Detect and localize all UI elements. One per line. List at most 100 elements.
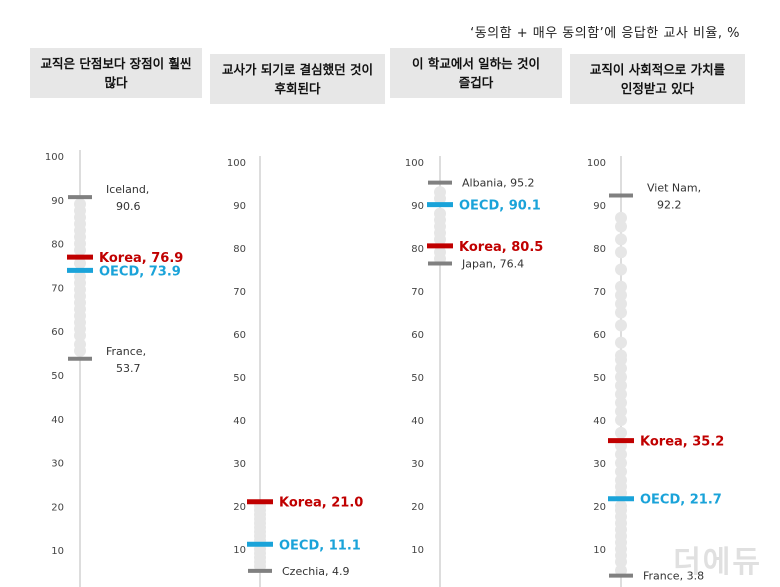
y-tick-label: 60 <box>51 327 64 338</box>
country-dot <box>615 280 627 293</box>
country-dot <box>615 500 627 512</box>
country-label: Iceland, <box>106 183 149 196</box>
y-tick-label: 20 <box>411 502 424 513</box>
y-tick-label: 70 <box>411 287 424 298</box>
panel-title: 교직이 사회적으로 가치를 인정받고 있다 <box>589 61 726 96</box>
country-dot <box>615 306 627 319</box>
y-tick-label: 40 <box>411 416 424 427</box>
y-tick-label: 100 <box>45 152 64 163</box>
y-tick-label: 30 <box>411 459 424 470</box>
panel-title: 교직은 단점보다 장점이 훨씬 많다 <box>40 55 192 90</box>
country-dot <box>615 474 627 487</box>
korea-label: Korea, 80.5 <box>459 240 543 255</box>
chart-subtitle: ‘동의함 + 매우 동의함’에 응답한 교사 비율, % <box>470 26 740 41</box>
y-tick-label: 100 <box>405 158 424 169</box>
y-tick-label: 40 <box>233 416 246 427</box>
y-tick-label: 90 <box>233 201 246 212</box>
country-dot <box>615 564 627 577</box>
oecd-label: OECD, 21.7 <box>640 493 722 508</box>
y-tick-label: 10 <box>411 545 424 556</box>
y-tick-label: 80 <box>411 244 424 255</box>
scatter-plot: 0102030405060708090100Albania, 95.2OECD,… <box>405 156 543 587</box>
scatter-plot: 0102030405060708090100Viet Nam,92.2Korea… <box>587 156 724 587</box>
y-tick-label: 40 <box>51 415 64 426</box>
country-dot <box>615 388 627 401</box>
country-dot <box>615 319 627 332</box>
country-dot <box>615 233 627 246</box>
country-dot <box>74 198 86 211</box>
y-tick-label: 50 <box>593 373 606 384</box>
country-dot <box>615 246 627 259</box>
country-value-label: 90.6 <box>116 200 141 213</box>
y-tick-label: 60 <box>411 330 424 341</box>
y-tick-label: 60 <box>593 330 606 341</box>
country-dot <box>615 289 627 302</box>
oecd-label: OECD, 90.1 <box>459 199 541 214</box>
y-tick-label: 10 <box>233 545 246 556</box>
country-value-label: 92.2 <box>657 199 682 212</box>
panel-header: 교사가 되기로 결심했던 것이 후회된다 <box>210 54 385 104</box>
y-tick-label: 30 <box>593 459 606 470</box>
country-value-label: 53.7 <box>116 362 141 375</box>
country-dot <box>74 270 86 283</box>
y-tick-label: 30 <box>233 459 246 470</box>
y-tick-label: 20 <box>233 502 246 513</box>
country-dot <box>74 257 86 270</box>
chart-panel-regret: 교사가 되기로 결심했던 것이 후회된다 0102030405060708090… <box>210 48 385 587</box>
y-tick-label: 100 <box>227 158 246 169</box>
country-dot <box>615 396 627 409</box>
country-label: France, 3.8 <box>643 570 704 583</box>
y-tick-label: 100 <box>587 158 606 169</box>
y-tick-label: 70 <box>233 287 246 298</box>
y-tick-label: 70 <box>51 283 64 294</box>
country-dot <box>434 186 446 199</box>
oecd-label: OECD, 11.1 <box>279 538 361 553</box>
y-tick-label: 20 <box>51 502 64 513</box>
country-dot <box>615 211 627 224</box>
y-tick-label: 10 <box>593 545 606 556</box>
country-label: Japan, 76.4 <box>461 257 524 270</box>
y-tick-label: 90 <box>411 201 424 212</box>
panel-title: 교사가 되기로 결심했던 것이 후회된다 <box>221 61 374 96</box>
country-dot <box>615 426 627 439</box>
korea-label: Korea, 76.9 <box>99 251 183 266</box>
y-tick-label: 90 <box>593 201 606 212</box>
country-dot <box>615 297 627 310</box>
y-tick-label: 70 <box>593 287 606 298</box>
korea-label: Korea, 21.0 <box>279 496 363 511</box>
country-dot <box>615 371 627 383</box>
korea-label: Korea, 35.2 <box>640 435 724 450</box>
country-label: Czechia, 4.9 <box>282 565 350 578</box>
panel-header: 교직은 단점보다 장점이 훨씬 많다 <box>30 48 202 98</box>
y-tick-label: 50 <box>51 371 64 382</box>
country-label: Albania, 95.2 <box>462 177 535 190</box>
chart-panel-valued-by-society: 교직이 사회적으로 가치를 인정받고 있다 010203040506070809… <box>570 48 745 587</box>
oecd-label: OECD, 73.9 <box>99 264 181 279</box>
panel-title: 이 학교에서 일하는 것이 즐겁다 <box>411 55 541 90</box>
country-dot <box>615 405 627 418</box>
country-dot <box>615 448 627 461</box>
country-dot <box>74 338 86 351</box>
y-tick-label: 80 <box>233 244 246 255</box>
country-label: France, <box>106 345 146 358</box>
country-label: Viet Nam, <box>647 182 701 195</box>
y-tick-label: 40 <box>593 416 606 427</box>
country-dot <box>615 263 627 276</box>
country-dot <box>615 414 627 426</box>
panel-header: 이 학교에서 일하는 것이 즐겁다 <box>390 48 562 98</box>
panel-header: 교직이 사회적으로 가치를 인정받고 있다 <box>570 54 745 104</box>
y-tick-label: 20 <box>593 502 606 513</box>
country-dot <box>615 465 627 478</box>
watermark-logo: 더에듀 <box>673 545 762 580</box>
y-tick-label: 60 <box>233 330 246 341</box>
country-dot <box>615 379 627 392</box>
y-tick-label: 80 <box>51 240 64 251</box>
chart-panel-enjoy-school: 이 학교에서 일하는 것이 즐겁다 0102030405060708090100… <box>390 48 562 587</box>
country-dot <box>615 349 627 362</box>
chart-panel-positive-aspects: 교직은 단점보다 장점이 훨씬 많다 010203040506070809010… <box>30 48 202 587</box>
y-tick-label: 80 <box>593 244 606 255</box>
y-tick-label: 50 <box>233 373 246 384</box>
country-dot <box>434 207 446 220</box>
y-tick-label: 10 <box>51 546 64 557</box>
